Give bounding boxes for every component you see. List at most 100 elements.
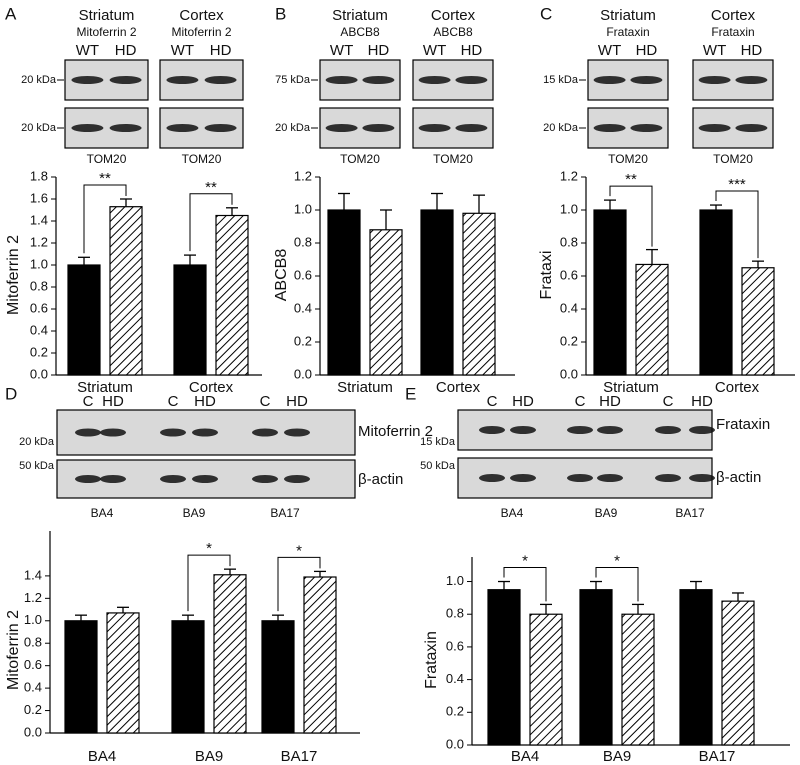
- lane-label: HD: [599, 393, 621, 410]
- bar: [173, 264, 207, 376]
- x-tick-label: BA17: [699, 748, 736, 765]
- significance-label: ***: [728, 176, 746, 193]
- blot-band: [362, 124, 395, 132]
- loading-label: TOM20: [87, 152, 127, 166]
- blot-band: [166, 76, 199, 84]
- blot-band: [418, 76, 451, 84]
- blot-band: [204, 124, 237, 132]
- y-tick-label: 0.8: [446, 606, 464, 621]
- blot-band: [100, 428, 126, 437]
- y-tick-label: 0.4: [30, 322, 48, 337]
- protein-label: β-actin: [716, 469, 761, 486]
- loading-label: TOM20: [433, 152, 473, 166]
- lane-label: WT: [703, 42, 726, 59]
- blot-band: [252, 475, 278, 483]
- significance-bracket: [503, 567, 547, 602]
- blot-band: [325, 76, 358, 84]
- panel-label: D: [5, 384, 17, 403]
- blot-band: [735, 76, 768, 84]
- blot-subtitle: Frataxin: [606, 25, 649, 39]
- x-tick-label: Cortex: [436, 379, 481, 396]
- y-tick-label: 0.0: [446, 736, 464, 751]
- bar: [593, 209, 627, 376]
- bar: [109, 206, 143, 376]
- group-label: BA17: [270, 506, 300, 520]
- lane-label: HD: [636, 42, 658, 59]
- y-tick-label: 0.2: [560, 333, 578, 348]
- bar: [64, 620, 98, 734]
- blot-band: [75, 475, 101, 483]
- blot-band: [630, 76, 663, 84]
- lane-label: HD: [368, 42, 390, 59]
- blot-band: [325, 124, 358, 132]
- significance-label: *: [614, 552, 620, 569]
- y-tick-label: 0.0: [24, 724, 42, 739]
- bar: [679, 589, 713, 746]
- blot-band: [689, 474, 715, 482]
- y-axis-label: Mitoferrin 2: [5, 235, 22, 315]
- x-tick-label: Cortex: [715, 379, 760, 396]
- y-tick-label: 1.0: [446, 573, 464, 588]
- blot-band: [252, 428, 278, 437]
- bar: [699, 209, 733, 376]
- lane-label: HD: [115, 42, 137, 59]
- group-label: BA9: [595, 506, 618, 520]
- blot-band: [160, 475, 186, 483]
- y-tick-label: 0.6: [560, 267, 578, 282]
- y-tick-label: 1.2: [560, 168, 578, 183]
- y-tick-label: 1.4: [24, 567, 42, 582]
- y-tick-label: 1.2: [294, 168, 312, 183]
- loading-label: TOM20: [340, 152, 380, 166]
- blot-band: [71, 76, 104, 84]
- lane-label: C: [575, 393, 586, 410]
- y-tick-label: 0.2: [24, 702, 42, 717]
- bar: [171, 620, 205, 734]
- x-tick-label: BA17: [281, 748, 318, 765]
- significance-bracket: [189, 193, 233, 252]
- lane-label: C: [487, 393, 498, 410]
- y-tick-label: 0.6: [294, 267, 312, 282]
- blot-band: [71, 124, 104, 132]
- blot-subtitle: Frataxin: [711, 25, 754, 39]
- x-tick-label: Striatum: [77, 379, 133, 396]
- x-tick-label: Cortex: [189, 379, 234, 396]
- bar: [462, 212, 496, 376]
- group-label: BA4: [91, 506, 114, 520]
- marker-label: 20 kDa: [275, 122, 311, 134]
- bar: [579, 589, 613, 746]
- y-tick-label: 1.4: [30, 212, 48, 227]
- blot-band: [698, 124, 731, 132]
- significance-bracket: [595, 567, 639, 602]
- blot-title: Cortex: [179, 7, 224, 24]
- blot-band: [479, 474, 505, 482]
- blot-title: Striatum: [600, 7, 656, 24]
- x-tick-label: Striatum: [337, 379, 393, 396]
- y-tick-label: 1.0: [30, 256, 48, 271]
- y-tick-label: 0.0: [560, 366, 578, 381]
- lane-label: HD: [512, 393, 534, 410]
- marker-label: 20 kDa: [21, 74, 57, 86]
- lane-label: WT: [423, 42, 446, 59]
- lane-label: HD: [691, 393, 713, 410]
- y-tick-label: 1.2: [30, 234, 48, 249]
- blot-subtitle: Mitoferrin 2: [171, 25, 231, 39]
- x-tick-label: BA4: [511, 748, 539, 765]
- blot-band: [597, 426, 623, 434]
- blot-band: [192, 428, 218, 437]
- blot-band: [362, 76, 395, 84]
- y-tick-label: 0.8: [24, 635, 42, 650]
- panel-label: B: [275, 4, 286, 23]
- panel-label: A: [5, 4, 17, 23]
- bar: [303, 576, 337, 734]
- y-tick-label: 0.0: [30, 366, 48, 381]
- protein-label: β-actin: [358, 471, 403, 488]
- marker-label: 75 kDa: [275, 74, 311, 86]
- lane-label: C: [260, 393, 271, 410]
- significance-label: *: [296, 542, 302, 559]
- lane-label: HD: [741, 42, 763, 59]
- blot-band: [593, 124, 626, 132]
- blot-band: [510, 426, 536, 434]
- blot-band: [418, 124, 451, 132]
- y-tick-label: 0.4: [560, 300, 578, 315]
- blot-band: [630, 124, 663, 132]
